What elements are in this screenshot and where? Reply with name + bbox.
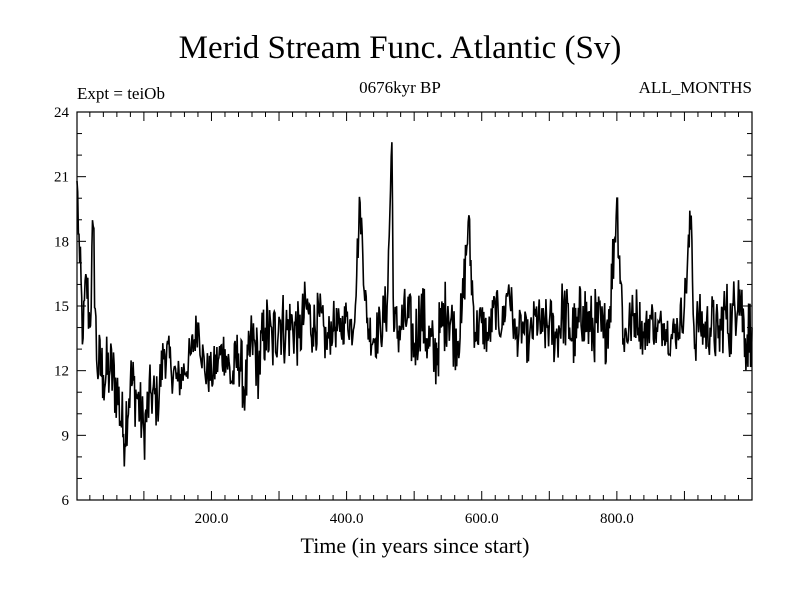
series-lines: [76, 142, 753, 467]
axis-ticks: [77, 111, 753, 501]
y-tick-label: 18: [54, 234, 69, 250]
y-tick-label: 21: [54, 170, 69, 186]
x-tick-labels: 200.0 400.0 600.0 800.0: [195, 511, 634, 527]
y-tick-label: 15: [54, 299, 69, 315]
x-axis-label: Time (in years since start): [300, 533, 530, 558]
chart-subtitle: 0676kyr BP: [359, 78, 441, 97]
chart-title: Merid Stream Func. Atlantic (Sv): [178, 30, 622, 66]
x-tick-label: 600.0: [465, 511, 499, 527]
y-tick-label: 6: [62, 493, 70, 509]
y-tick-label: 12: [54, 364, 69, 380]
y-tick-label: 24: [54, 105, 70, 121]
months-label: ALL_MONTHS: [638, 78, 752, 97]
experiment-label: Expt = teiOb: [77, 84, 165, 103]
x-tick-label: 800.0: [600, 511, 634, 527]
x-tick-label: 200.0: [195, 511, 229, 527]
series-line: [76, 142, 753, 467]
x-tick-label: 400.0: [330, 511, 364, 527]
y-tick-labels: 6 9 12 15 18 21 24: [54, 105, 70, 509]
plot-frame: [76, 111, 753, 501]
y-tick-label: 9: [62, 428, 70, 444]
